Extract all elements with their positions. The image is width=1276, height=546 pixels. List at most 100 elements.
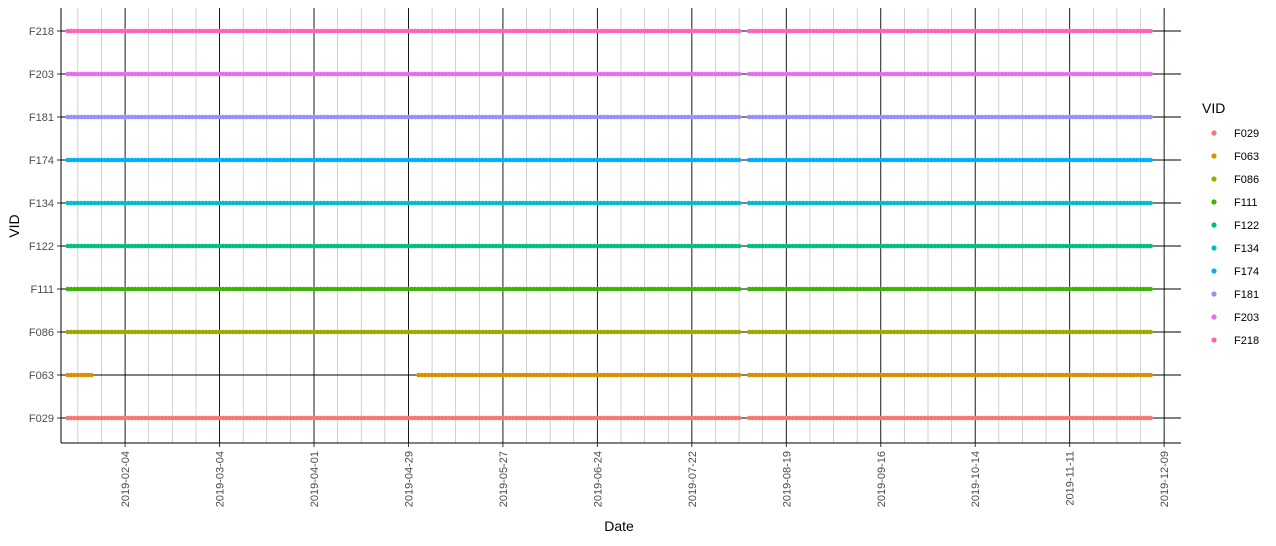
- data-point: [490, 286, 496, 292]
- data-point: [719, 329, 725, 335]
- data-point: [385, 243, 391, 249]
- data-point: [902, 286, 907, 292]
- data-point: [999, 114, 1005, 120]
- data-point: [389, 415, 394, 421]
- data-point: [844, 114, 850, 120]
- data-point: [730, 200, 735, 206]
- data-point: [1124, 415, 1130, 421]
- data-point: [618, 200, 624, 206]
- data-point: [1074, 372, 1079, 378]
- data-point: [996, 415, 1002, 421]
- data-point: [126, 329, 131, 335]
- data-point: [95, 243, 101, 249]
- data-point: [139, 157, 145, 163]
- data-point: [1057, 200, 1062, 206]
- data-point: [679, 71, 685, 77]
- data-point: [102, 200, 108, 206]
- data-point: [190, 114, 195, 120]
- data-point: [527, 329, 533, 335]
- data-point: [500, 372, 506, 378]
- data-point: [1043, 372, 1049, 378]
- data-point: [338, 28, 344, 34]
- data-point: [112, 71, 118, 77]
- data-point: [703, 329, 708, 335]
- data-point: [1128, 114, 1133, 120]
- data-point: [416, 71, 421, 77]
- data-point: [962, 28, 968, 34]
- data-point: [885, 243, 890, 249]
- data-point: [112, 114, 118, 120]
- data-point: [392, 415, 398, 421]
- data-point: [827, 200, 833, 206]
- data-point: [682, 114, 688, 120]
- data-point: [331, 28, 337, 34]
- data-point: [517, 286, 523, 292]
- data-point: [588, 415, 593, 421]
- data-point: [932, 243, 938, 249]
- data-point: [156, 200, 162, 206]
- data-point: [369, 200, 374, 206]
- data-point: [352, 114, 357, 120]
- data-point: [1077, 114, 1083, 120]
- data-point: [1030, 243, 1035, 249]
- data-point: [733, 415, 738, 421]
- data-point: [868, 372, 873, 378]
- data-point: [477, 286, 482, 292]
- data-point: [996, 200, 1002, 206]
- data-point: [588, 157, 593, 163]
- data-point: [662, 157, 668, 163]
- data-point: [328, 157, 334, 163]
- data-point: [129, 286, 135, 292]
- data-point: [1067, 200, 1072, 206]
- data-point: [993, 200, 998, 206]
- data-point: [800, 329, 806, 335]
- data-point: [1013, 71, 1018, 77]
- data-point: [544, 28, 550, 34]
- data-point: [183, 243, 189, 249]
- data-point: [1033, 157, 1039, 163]
- data-point: [1141, 200, 1147, 206]
- data-point: [78, 372, 84, 378]
- data-point: [571, 28, 577, 34]
- data-point: [902, 200, 907, 206]
- data-point: [267, 415, 273, 421]
- data-point: [676, 329, 681, 335]
- data-point: [406, 415, 411, 421]
- data-point: [574, 114, 580, 120]
- data-point: [453, 200, 458, 206]
- data-point: [456, 329, 462, 335]
- data-point: [665, 71, 671, 77]
- data-point: [925, 329, 931, 335]
- data-point: [450, 372, 455, 378]
- data-point: [962, 286, 968, 292]
- data-point: [800, 71, 806, 77]
- data-point: [608, 372, 614, 378]
- data-point: [240, 415, 246, 421]
- data-point: [1124, 329, 1130, 335]
- data-point: [544, 372, 550, 378]
- data-point: [213, 71, 219, 77]
- data-point: [696, 157, 701, 163]
- data-point: [686, 200, 691, 206]
- data-point: [949, 157, 954, 163]
- data-point: [868, 286, 873, 292]
- data-point: [662, 415, 668, 421]
- data-point: [851, 243, 857, 249]
- data-point: [679, 28, 685, 34]
- data-point: [234, 200, 239, 206]
- data-point: [952, 200, 958, 206]
- data-point: [821, 372, 826, 378]
- data-point: [962, 71, 968, 77]
- data-point: [1077, 71, 1083, 77]
- data-point: [153, 286, 158, 292]
- data-point: [1134, 200, 1140, 206]
- data-point: [996, 286, 1002, 292]
- data-point: [1010, 415, 1015, 421]
- data-point: [588, 243, 593, 249]
- data-point: [463, 114, 469, 120]
- data-point: [537, 243, 543, 249]
- data-point: [1097, 157, 1103, 163]
- data-point: [679, 415, 685, 421]
- data-point: [213, 200, 219, 206]
- data-point: [490, 157, 496, 163]
